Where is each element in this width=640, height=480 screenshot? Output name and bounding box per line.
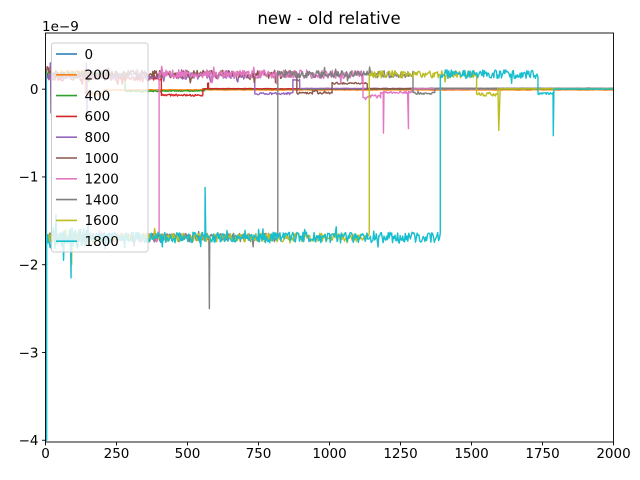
x-tick-label: 500 xyxy=(175,446,201,462)
chart-title: new - old relative xyxy=(257,9,401,28)
legend-item-1000: 1000 xyxy=(56,151,119,167)
legend-label: 800 xyxy=(85,130,111,146)
x-tick-label: 2000 xyxy=(596,446,630,462)
x-tick-label: 250 xyxy=(104,446,130,462)
legend-label: 400 xyxy=(85,88,111,104)
x-tick-label: 1000 xyxy=(312,446,346,462)
y-tick-label: −2 xyxy=(19,258,39,274)
legend-item-200: 200 xyxy=(56,68,110,84)
y-axis-ticks xyxy=(42,88,46,441)
y-axis-tick-labels: 0 −1 −2 −3 −4 xyxy=(19,82,39,449)
legend-label: 0 xyxy=(85,47,94,63)
legend-item-1400: 1400 xyxy=(56,192,119,208)
legend-label: 1600 xyxy=(85,213,119,229)
legend-label: 1800 xyxy=(85,234,119,250)
legend-item-600: 600 xyxy=(56,109,110,125)
y-tick-label: −3 xyxy=(19,345,39,361)
legend-item-400: 400 xyxy=(56,88,110,104)
x-tick-label: 1250 xyxy=(383,446,417,462)
legend-label: 200 xyxy=(85,68,111,84)
x-tick-label: 0 xyxy=(41,446,50,462)
x-axis-ticks xyxy=(45,442,614,446)
x-tick-label: 1750 xyxy=(525,446,559,462)
legend-item-1600: 1600 xyxy=(56,213,119,229)
legend-label: 1400 xyxy=(85,192,119,208)
x-tick-label: 750 xyxy=(246,446,272,462)
x-axis-tick-labels: 0 250 500 750 1000 1250 1500 1750 2000 xyxy=(41,446,630,462)
x-tick-label: 1500 xyxy=(454,446,488,462)
y-tick-label: −1 xyxy=(19,170,39,186)
y-tick-label: −4 xyxy=(19,433,39,449)
legend-item-0: 0 xyxy=(56,47,93,63)
legend-label: 1000 xyxy=(85,151,119,167)
legend: 0 200 400 600 800 1000 1200 1400 1600 1800 xyxy=(51,42,149,253)
y-tick-label: 0 xyxy=(30,82,39,98)
y-axis-offset-label: 1e−9 xyxy=(42,19,79,35)
legend-label: 1200 xyxy=(85,172,119,188)
legend-item-800: 800 xyxy=(56,130,110,146)
legend-item-1800: 1800 xyxy=(56,234,119,250)
legend-item-1200: 1200 xyxy=(56,172,119,188)
legend-label: 600 xyxy=(85,109,111,125)
